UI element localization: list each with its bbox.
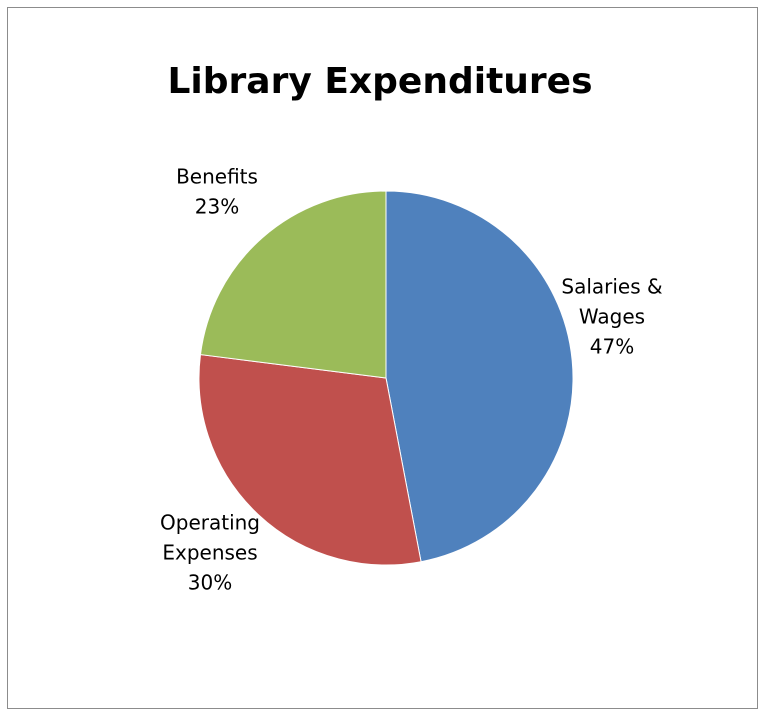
data-label-salaries-wages: Salaries & Wages 47% <box>561 275 662 359</box>
chart-title: Library Expenditures <box>167 61 593 102</box>
pie-slice-benefits <box>199 190 387 379</box>
data-label-benefits: Benefits 23% <box>176 165 258 219</box>
pie-slice-operating-expenses <box>198 354 422 566</box>
pie-slice-salaries-wages <box>385 190 574 563</box>
data-label-operating-expenses: Operating Expenses 30% <box>160 511 260 595</box>
